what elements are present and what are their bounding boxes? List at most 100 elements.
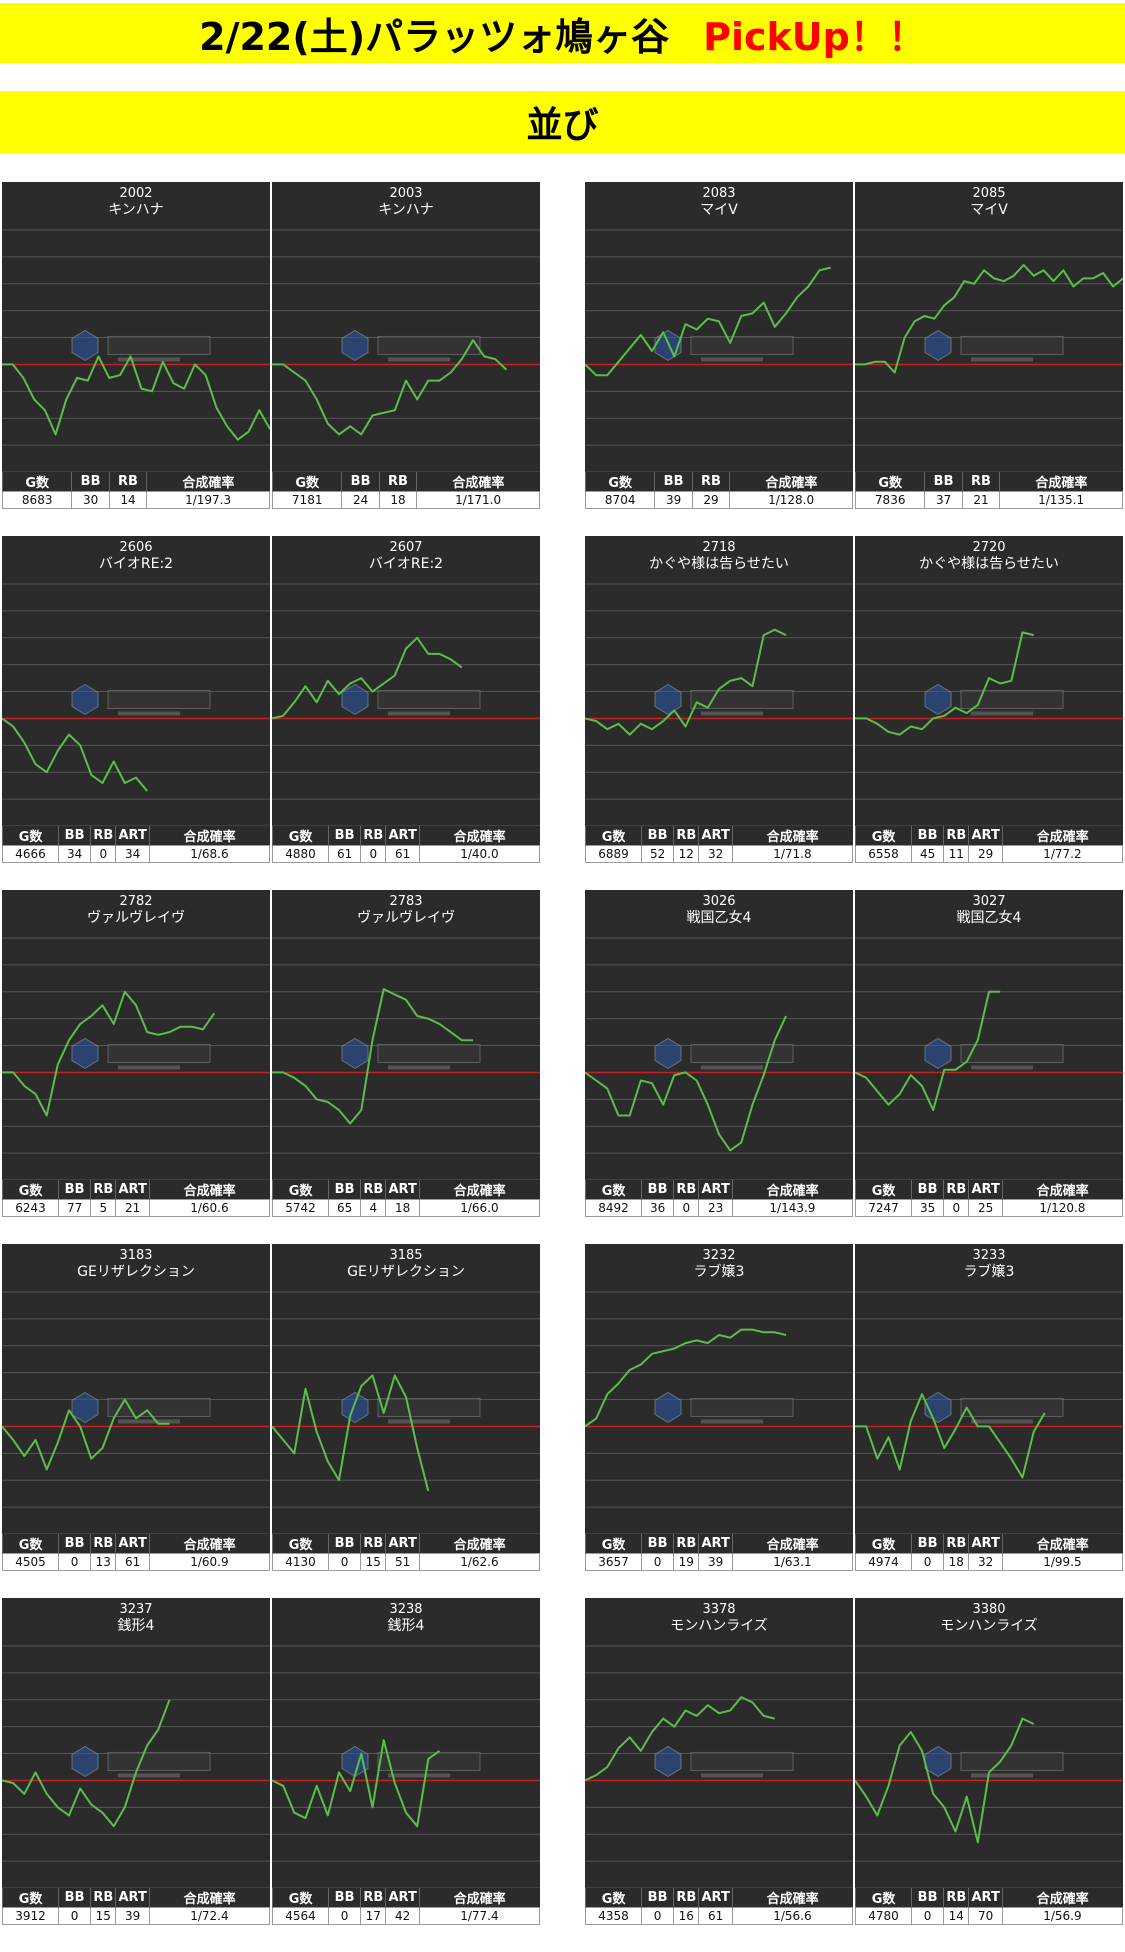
stats-header-cell: 合成確率 [418,826,540,846]
stats-value-cell: 1/60.9 [148,1553,271,1571]
stats-header-cell: G数 [854,1888,912,1908]
machine-chart-panel: 2782 ヴァルヴレイヴ G数 BB RB ART 合成確率 6243 77 5 21 1/60.6 [1,890,271,1244]
chart-background [855,890,1123,1180]
stats-value-cell: 70 [968,1907,1003,1925]
stats-header-cell: BB [58,1888,91,1908]
stats-header-cell: BB [328,1534,361,1554]
stats-value-cell: 8704 [584,491,656,509]
stats-header-cell: 合成確率 [731,826,853,846]
stats-header-cell: ART [115,1534,150,1554]
watermark-logo [924,1391,1064,1424]
series-line [2,717,148,792]
stats-header-cell: RB [108,472,147,492]
series-line [585,1015,787,1152]
stats-header-cell: G数 [584,472,655,492]
chart-background [272,182,540,472]
stats-value-cell: 1/197.3 [146,491,270,509]
stats-value-cell: 0 [328,1907,362,1925]
stats-header-cell: BB [328,826,361,846]
stats-value-cell: 1/62.6 [418,1553,541,1571]
stats-value-cell: 12 [673,845,700,863]
series-line [585,628,787,736]
stats-value-cell: 0 [58,1907,92,1925]
stats-header-cell: G数 [1,826,59,846]
stats-value-cell: 3912 [1,1907,60,1925]
stats-value-cell: 18 [385,1199,420,1217]
stats-header-cell: ART [385,1534,420,1554]
watermark-logo [71,1745,211,1778]
stats-header-cell: 合成確率 [148,826,270,846]
machine-number: 2607 [389,540,422,555]
stats-header-cell: BB [341,472,380,492]
stats-value-cell: 1/77.2 [1001,845,1124,863]
stats-header-cell: RB [943,1534,969,1554]
stats-header-cell: 合成確率 [416,472,540,492]
stats-header-cell: BB [911,826,944,846]
stats-value-cell: 15 [90,1907,117,1925]
stats-table: G数 BB RB 合成確率 7836 37 21 1/135.1 [854,472,1123,509]
machine-name: モンハンライズ [940,1618,1038,1634]
stats-value-cell: 4 [360,1199,387,1217]
chart-background [2,1598,270,1888]
stats-value-cell: 1/143.9 [731,1199,854,1217]
machine-chart-panel: 3378 モンハンライズ G数 BB RB ART 合成確率 4358 0 16 61 1/56.6 [584,1598,854,1952]
stats-table: G数 BB RB ART 合成確率 4880 61 0 61 1/40.0 [271,826,541,863]
stats-value-cell: 1/66.0 [418,1199,541,1217]
stats-value-cell: 29 [968,845,1003,863]
machine-number: 3027 [972,894,1005,909]
stats-header-cell: RB [673,1888,699,1908]
stats-header-cell: ART [698,826,733,846]
machine-number: 3378 [702,1602,735,1617]
stats-value-cell: 0 [58,1553,92,1571]
stats-value-cell: 1/135.1 [999,491,1123,509]
series-line [855,264,1123,374]
stats-header-cell: BB [924,472,963,492]
stats-header-cell: BB [58,1180,91,1200]
stats-header-cell: BB [641,1534,674,1554]
stats-header-cell: ART [698,1888,733,1908]
watermark-logo [341,1391,481,1424]
stats-header-cell: BB [58,826,91,846]
stats-table: G数 BB RB ART 合成確率 6558 45 11 29 1/77.2 [854,826,1124,863]
stats-header-cell: G数 [584,1534,642,1554]
stats-value-cell: 39 [654,491,693,509]
stats-value-cell: 52 [641,845,675,863]
stats-header-cell: 合成確率 [146,472,270,492]
stats-value-cell: 5 [90,1199,117,1217]
machine-number: 3185 [389,1248,422,1263]
series-line [2,355,270,441]
machine-number: 2718 [702,540,735,555]
stats-value-cell: 29 [691,491,731,509]
stats-header-cell: BB [71,472,110,492]
chart-background [585,890,853,1180]
machine-name: モンハンライズ [670,1618,768,1634]
stats-header-cell: BB [911,1180,944,1200]
machine-name: 銭形4 [118,1618,155,1634]
stats-value-cell: 0 [360,845,387,863]
series-line [272,988,473,1125]
subtitle-banner: 並び [0,91,1125,153]
stats-value-cell: 24 [341,491,380,509]
stats-header-cell: RB [90,1534,116,1554]
watermark-logo [71,1391,211,1424]
stats-header-cell: G数 [854,1534,912,1554]
stats-table: G数 BB RB ART 合成確率 6243 77 5 21 1/60.6 [1,1180,271,1217]
stats-value-cell: 35 [911,1199,945,1217]
machine-chart-panel: 3185 GEリザレクション G数 BB RB ART 合成確率 4130 0 15 51 1/62.… [271,1244,541,1598]
stats-header-cell: G数 [854,1180,912,1200]
stats-value-cell: 0 [943,1199,970,1217]
stats-header-cell: BB [654,472,693,492]
machine-name: バイオRE:2 [369,556,443,572]
machine-number: 2083 [702,186,735,201]
stats-table: G数 BB RB 合成確率 8704 39 29 1/128.0 [584,472,853,509]
series-line [272,1374,430,1492]
stats-header-cell: G数 [1,1180,59,1200]
machine-chart-panel: 3233 ラブ嬢3 G数 BB RB ART 合成確率 4974 0 18 32 1/99.5 [854,1244,1124,1598]
stats-value-cell: 61 [698,1907,733,1925]
